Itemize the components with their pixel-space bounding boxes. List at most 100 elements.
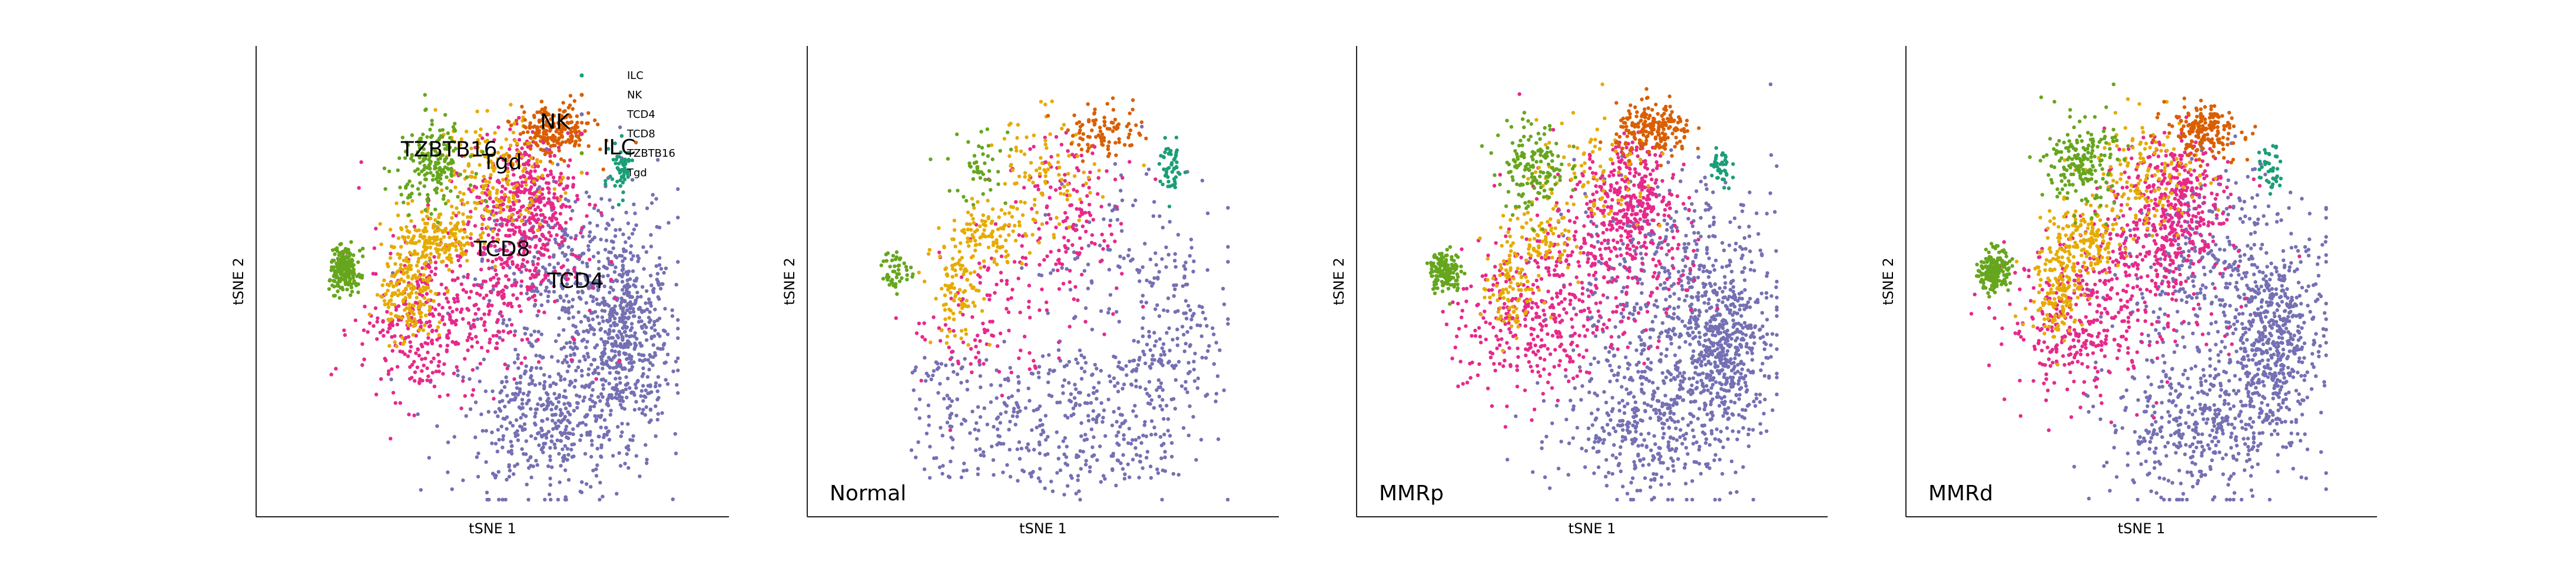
point-TCD4: [1158, 214, 1162, 218]
point-TCD8: [442, 322, 447, 326]
point-TCD8: [445, 263, 449, 268]
point-TCD4: [1107, 203, 1112, 207]
point-TZBTB16: [420, 169, 424, 173]
point-Tgd: [473, 206, 478, 211]
point-TCD8: [528, 221, 532, 225]
point-TCD4: [601, 395, 605, 399]
point-TCD8: [394, 308, 399, 312]
point-TCD4: [533, 383, 538, 387]
point-TCD4: [1071, 406, 1076, 411]
point-TCD4: [1020, 266, 1024, 270]
point-TCD4: [1151, 214, 1156, 218]
point-TCD4: [1043, 213, 1047, 217]
point-TCD4: [537, 269, 541, 273]
point-TCD4: [1090, 328, 1095, 332]
point-TCD4: [999, 384, 1003, 388]
point-TCD4: [922, 467, 927, 471]
point-TCD4: [642, 267, 646, 271]
point-TCD8: [465, 306, 469, 311]
point-Tgd: [407, 302, 412, 306]
point-TCD4: [625, 291, 629, 295]
point-TCD4: [501, 321, 505, 325]
point-TCD4: [510, 392, 515, 396]
point-TCD8: [503, 187, 508, 191]
point-TCD4: [1207, 344, 1211, 348]
point-TCD8: [519, 309, 523, 313]
point-TCD8: [373, 306, 378, 311]
point-TCD4: [542, 407, 546, 412]
point-TCD8: [500, 314, 504, 318]
point-TCD4: [641, 359, 645, 363]
point-Tgd: [412, 312, 416, 316]
point-TCD4: [520, 425, 524, 430]
point-TCD4: [1073, 382, 1077, 387]
point-TCD4: [625, 395, 629, 400]
point-TZBTB16: [361, 246, 365, 250]
point-TCD8: [1067, 280, 1072, 284]
point-TCD4: [624, 210, 628, 214]
point-NK: [533, 135, 537, 139]
point-TZBTB16: [417, 172, 421, 176]
point-TCD4: [554, 240, 558, 245]
point-TCD4: [461, 375, 465, 379]
point-TCD4: [1156, 378, 1161, 382]
point-TCD4: [1173, 287, 1177, 292]
point-TCD4: [592, 332, 596, 336]
point-TCD4: [588, 397, 592, 401]
point-ILC: [1173, 181, 1177, 186]
point-NK: [1070, 134, 1075, 138]
point-TCD4: [529, 407, 533, 411]
point-TZBTB16: [410, 133, 415, 137]
point-Tgd: [440, 230, 445, 235]
point-TCD4: [1119, 189, 1123, 193]
point-TCD4: [497, 497, 501, 502]
point-TCD4: [552, 442, 557, 447]
point-Tgd: [952, 228, 957, 232]
point-TCD4: [563, 395, 568, 400]
point-TCD8: [1066, 239, 1070, 243]
point-TCD4: [622, 299, 627, 303]
point-Tgd: [447, 179, 452, 183]
point-TZBTB16: [333, 252, 337, 256]
point-TCD4: [1149, 476, 1153, 480]
point-TCD4: [624, 240, 628, 245]
point-TCD4: [584, 276, 588, 280]
point-Tgd: [960, 229, 964, 233]
point-TCD4: [1016, 375, 1020, 379]
point-TCD4: [565, 447, 570, 451]
point-TCD4: [637, 315, 642, 320]
point-TCD8: [1009, 296, 1013, 300]
point-TCD8: [1087, 210, 1091, 215]
point-Tgd: [1019, 149, 1023, 153]
point-TCD8: [532, 293, 536, 298]
point-TCD4: [484, 428, 488, 433]
point-TCD8: [488, 341, 492, 345]
point-Tgd: [413, 273, 417, 278]
point-TCD8: [1004, 306, 1009, 311]
point-TCD4: [1723, 281, 1728, 285]
point-TCD4: [1037, 365, 1042, 369]
point-TZBTB16: [416, 187, 420, 191]
point-TCD4: [559, 296, 563, 300]
point-Tgd: [506, 215, 511, 219]
point-Tgd: [957, 249, 962, 254]
point-TCD4: [608, 329, 612, 334]
point-TCD4: [654, 384, 658, 388]
point-TCD8: [515, 296, 519, 301]
point-Tgd: [971, 301, 976, 305]
point-TCD8: [1080, 272, 1084, 277]
point-TZBTB16: [987, 178, 992, 183]
point-TCD8: [961, 340, 966, 345]
point-TCD8: [453, 300, 457, 304]
point-Tgd: [1052, 236, 1056, 240]
point-TCD4: [553, 445, 558, 450]
point-TCD4: [1145, 391, 1149, 396]
point-TZBTB16: [904, 268, 909, 272]
point-TZBTB16: [396, 168, 400, 173]
point-NK: [535, 110, 539, 114]
point-TCD4: [1152, 406, 1156, 410]
point-TCD4: [585, 328, 589, 333]
point-TCD8: [440, 315, 445, 319]
point-TCD8: [446, 393, 450, 397]
point-TZBTB16: [442, 194, 446, 198]
